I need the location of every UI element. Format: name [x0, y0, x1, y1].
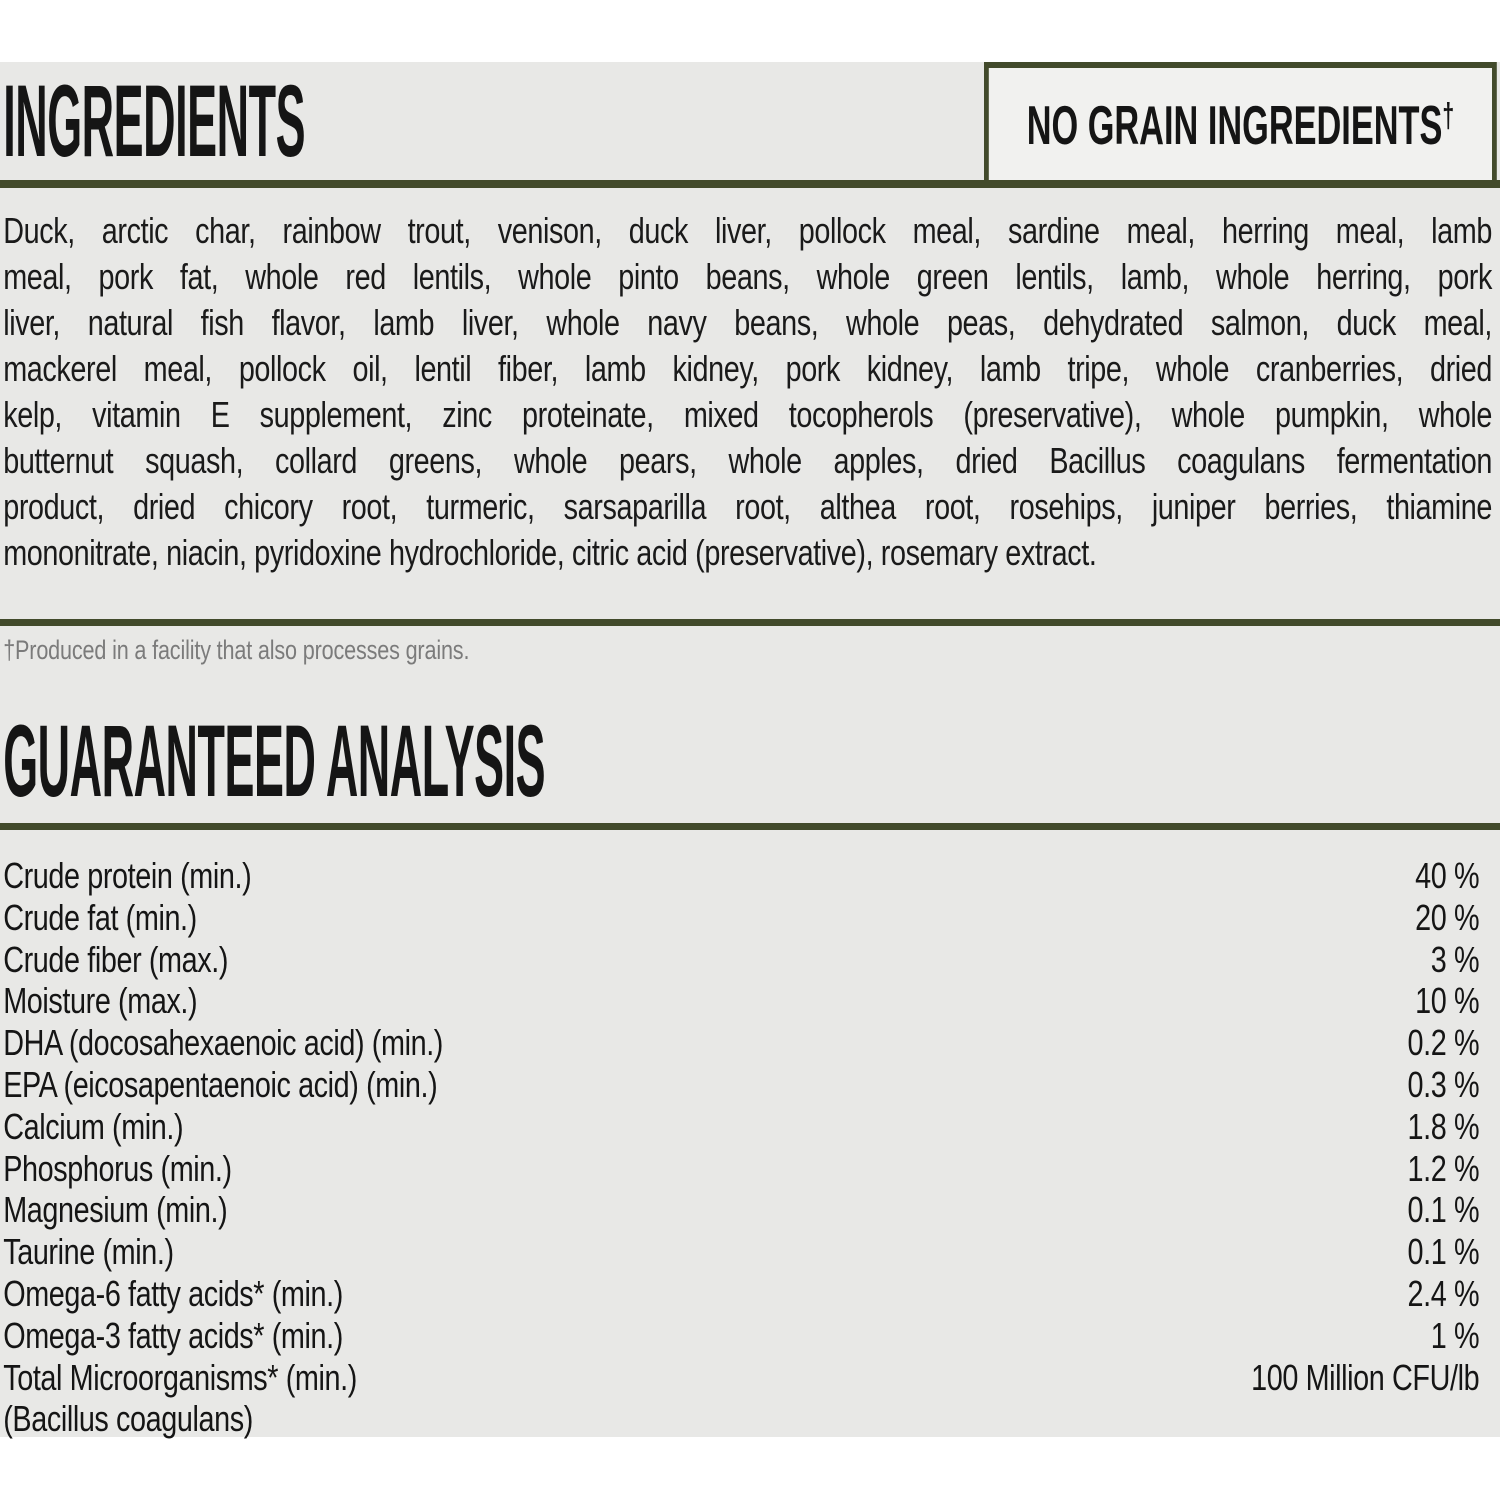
analysis-row: DHA (docosahexaenoic acid) (min.) 0.2 %	[3, 1022, 1479, 1064]
nutrient-label: Crude protein (min.)	[3, 855, 252, 896]
analysis-row: (Bacillus coagulans)	[3, 1398, 1479, 1440]
analysis-row: Calcium (min.) 1.8 %	[3, 1106, 1479, 1148]
nutrient-label: Moisture (max.)	[3, 980, 198, 1022]
analysis-row: Total Microorganisms* (min.) 100 Million …	[3, 1357, 1479, 1399]
nutrient-value: 100 Million CFU/lb	[1251, 1356, 1480, 1398]
ingredients-line: meal, pork fat, whole red lentils, whole…	[3, 256, 1493, 297]
ingredients-line: kelp, vitamin E supplement, zinc protein…	[3, 394, 1493, 435]
nutrient-label: (Bacillus coagulans)	[3, 1398, 253, 1440]
no-grain-badge: NO GRAIN INGREDIENTS†	[984, 62, 1497, 188]
ingredients-line: butternut squash, collard greens, whole …	[3, 440, 1493, 481]
nutrient-value: 1.2 %	[1407, 1147, 1480, 1189]
nutrient-label: Calcium (min.)	[3, 1105, 184, 1147]
nutrient-label: Crude fiber (max.)	[3, 938, 229, 980]
guaranteed-analysis-table: Crude protein (min.) 40 % Crude fat (min.…	[3, 855, 1479, 1440]
nutrient-label: Taurine (min.)	[3, 1231, 174, 1273]
facility-footnote: †Produced in a facility that also proces…	[3, 635, 470, 665]
nutrient-value: 2.4 %	[1407, 1272, 1480, 1314]
nutrient-label: EPA (eicosapentaenoic acid) (min.)	[3, 1063, 438, 1105]
nutrient-value: 0.1 %	[1407, 1231, 1480, 1273]
guaranteed-analysis-section-title: GUARANTEED ANALYSIS	[3, 710, 988, 812]
nutrient-label: Crude fat (min.)	[3, 896, 197, 938]
analysis-row: Magnesium (min.) 0.1 %	[3, 1189, 1479, 1231]
no-grain-badge-text: NO GRAIN INGREDIENTS	[1026, 94, 1443, 156]
analysis-row: Taurine (min.) 0.1 %	[3, 1231, 1479, 1273]
nutrient-label: Phosphorus (min.)	[3, 1147, 232, 1189]
nutrient-value: 1 %	[1430, 1314, 1480, 1356]
ingredients-line: Duck, arctic char, rainbow trout, veniso…	[3, 210, 1493, 251]
nutrient-label: Total Microorganisms* (min.)	[3, 1356, 357, 1398]
nutrient-value: 0.2 %	[1407, 1022, 1480, 1064]
nutrient-value: 0.3 %	[1407, 1063, 1480, 1105]
label-gray-panel: INGREDIENTS NO GRAIN INGREDIENTS† Duck, …	[0, 62, 1500, 1440]
ingredients-title-text: INGREDIENTS	[3, 64, 306, 178]
analysis-row: Crude fat (min.) 20 %	[3, 897, 1479, 939]
nutrient-label: Omega-3 fatty acids* (min.)	[3, 1314, 343, 1356]
analysis-row: Omega-3 fatty acids* (min.) 1 %	[3, 1315, 1479, 1357]
label-content: INGREDIENTS NO GRAIN INGREDIENTS† Duck, …	[0, 62, 1500, 1440]
analysis-row: Phosphorus (min.) 1.2 %	[3, 1148, 1479, 1190]
dagger-mark: †	[1442, 96, 1455, 135]
nutrient-value: 0.1 %	[1407, 1189, 1480, 1231]
analysis-row: Crude fiber (max.) 3 %	[3, 939, 1479, 981]
analysis-row: EPA (eicosapentaenoic acid) (min.) 0.3 %	[3, 1064, 1479, 1106]
nutrient-value: 40 %	[1415, 855, 1480, 896]
guaranteed-analysis-title-text: GUARANTEED ANALYSIS	[3, 704, 546, 818]
analysis-divider	[0, 823, 1500, 830]
no-grain-badge-label: NO GRAIN INGREDIENTS†	[1027, 93, 1455, 157]
ingredients-line: mackerel meal, pollock oil, lentil fiber…	[3, 348, 1493, 389]
ingredients-list: Duck, arctic char, rainbow trout, veniso…	[3, 208, 1492, 576]
nutrient-value: 1.8 %	[1407, 1105, 1480, 1147]
nutrient-label: Omega-6 fatty acids* (min.)	[3, 1272, 343, 1314]
ingredients-line: liver, natural fish flavor, lamb liver, …	[3, 302, 1493, 343]
nutrient-label: Magnesium (min.)	[3, 1189, 228, 1231]
nutrient-value: 10 %	[1415, 980, 1480, 1022]
analysis-row: Omega-6 fatty acids* (min.) 2.4 %	[3, 1273, 1479, 1315]
ingredients-line: mononitrate, niacin, pyridoxine hydrochl…	[3, 532, 1097, 573]
ingredients-section-title: INGREDIENTS	[3, 70, 552, 172]
footnote-divider	[0, 619, 1500, 626]
nutrient-label: DHA (docosahexaenoic acid) (min.)	[3, 1022, 443, 1064]
analysis-row: Moisture (max.) 10 %	[3, 980, 1479, 1022]
nutrient-value: 20 %	[1415, 896, 1480, 938]
nutrient-value: 3 %	[1430, 938, 1480, 980]
ingredients-line: product, dried chicory root, turmeric, s…	[3, 486, 1493, 527]
analysis-row: Crude protein (min.) 40 %	[3, 855, 1479, 897]
section-divider	[0, 180, 1500, 188]
